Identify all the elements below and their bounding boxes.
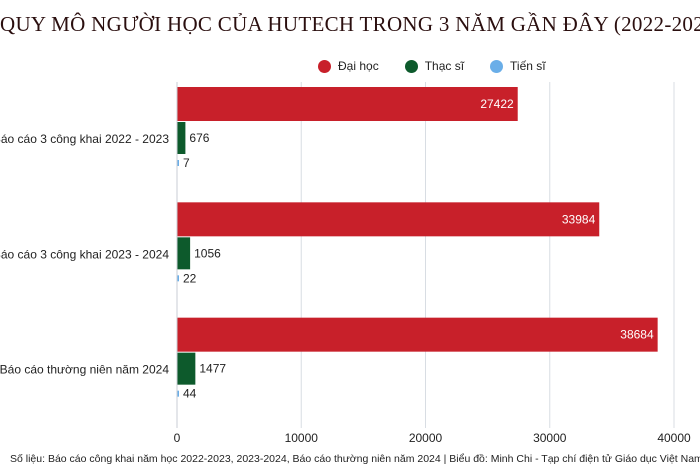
legend-swatch-tien-si — [490, 59, 504, 73]
x-tick-label-3: 30000 — [533, 431, 567, 445]
bar-1-0 — [177, 122, 186, 154]
x-tick-label-0: 0 — [174, 431, 181, 445]
bar-0-1 — [177, 202, 600, 237]
x-tick-label-4: 40000 — [657, 431, 691, 445]
bar-1-2 — [177, 352, 196, 385]
data-label-2-2: 44 — [183, 387, 197, 401]
data-label-1-0: 676 — [189, 131, 209, 145]
legend-item-thac-si[interactable]: Thạc sĩ — [404, 59, 465, 73]
data-label-2-0: 7 — [183, 156, 190, 170]
legend-label-tien-si: Tiến sĩ — [510, 59, 546, 73]
bar-1-1 — [177, 237, 191, 270]
bar-2-1 — [177, 275, 179, 282]
legend: Đại học Thạc sĩ Tiến sĩ — [318, 57, 572, 75]
data-label-1-1: 1056 — [194, 246, 221, 260]
chart-title: QUY MÔ NGƯỜI HỌC CỦA HUTECH TRONG 3 NĂM … — [0, 12, 700, 36]
data-label-0-2: 38684 — [620, 328, 654, 342]
source-note: Số liệu: Báo cáo công khai năm học 2022-… — [10, 453, 700, 465]
legend-item-tien-si[interactable]: Tiến sĩ — [490, 59, 546, 73]
category-label-0: Báo cáo 3 công khai 2022 - 2023 — [0, 132, 169, 146]
data-label-1-2: 1477 — [199, 362, 226, 376]
legend-item-dai-hoc[interactable]: Đại học — [318, 59, 379, 73]
data-label-0-1: 33984 — [562, 212, 596, 226]
legend-swatch-dai-hoc — [318, 59, 331, 73]
x-tick-label-2: 20000 — [409, 431, 443, 445]
bar-0-2 — [177, 317, 658, 352]
x-tick-label-1: 10000 — [285, 431, 319, 445]
data-label-2-1: 22 — [183, 271, 197, 285]
legend-label-thac-si: Thạc sĩ — [424, 59, 465, 73]
bar-0-0 — [177, 87, 518, 121]
category-label-1: Báo cáo 3 công khai 2023 - 2024 — [0, 247, 169, 261]
legend-label-dai-hoc: Đại học — [338, 59, 379, 73]
data-label-0-0: 27422 — [480, 97, 514, 111]
category-label-2: Báo cáo thường niên năm 2024 — [0, 363, 169, 377]
bar-2-2 — [177, 390, 179, 397]
legend-swatch-thac-si — [404, 59, 418, 73]
bar-2-0 — [177, 160, 179, 166]
